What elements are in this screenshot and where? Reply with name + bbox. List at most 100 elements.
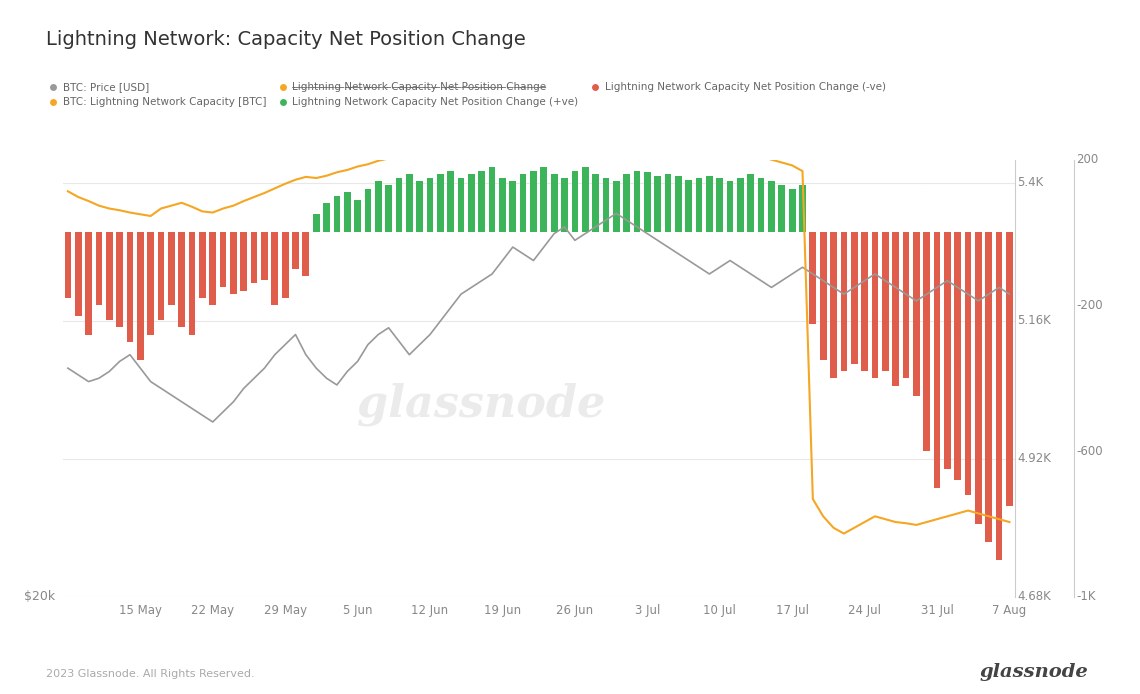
Bar bbox=[469, 174, 474, 232]
Bar bbox=[789, 189, 796, 232]
Bar bbox=[975, 232, 982, 524]
Bar bbox=[882, 232, 888, 371]
Bar bbox=[323, 203, 329, 232]
Bar bbox=[355, 200, 361, 232]
Bar bbox=[220, 232, 227, 287]
Bar bbox=[861, 232, 868, 371]
Bar bbox=[768, 182, 775, 232]
Bar bbox=[809, 232, 816, 323]
Bar bbox=[540, 167, 547, 232]
Bar bbox=[75, 232, 82, 316]
Bar bbox=[634, 171, 641, 232]
Bar bbox=[923, 232, 930, 451]
Bar bbox=[581, 167, 588, 232]
Bar bbox=[437, 174, 443, 232]
Legend: BTC: Price [USD], BTC: Lightning Network Capacity [BTC], L̶i̶g̶h̶t̶n̶i̶n̶g̶ ̶N̶e: BTC: Price [USD], BTC: Lightning Network… bbox=[46, 78, 889, 112]
Bar bbox=[799, 185, 806, 232]
Bar bbox=[200, 232, 205, 298]
Bar bbox=[302, 232, 309, 276]
Bar bbox=[385, 185, 392, 232]
Bar bbox=[271, 232, 278, 305]
Bar bbox=[551, 174, 557, 232]
Text: 5.4K: 5.4K bbox=[1018, 176, 1044, 189]
Bar bbox=[261, 232, 268, 280]
Text: -200: -200 bbox=[1076, 299, 1104, 312]
Bar bbox=[903, 232, 910, 378]
Bar bbox=[893, 232, 899, 386]
Bar bbox=[157, 232, 164, 320]
Bar bbox=[758, 178, 765, 232]
Bar bbox=[603, 178, 609, 232]
Bar bbox=[748, 174, 755, 232]
Text: -600: -600 bbox=[1076, 445, 1104, 457]
Bar bbox=[695, 178, 702, 232]
Bar bbox=[251, 232, 258, 284]
Bar bbox=[96, 232, 103, 305]
Bar bbox=[426, 178, 433, 232]
Bar bbox=[954, 232, 961, 480]
Bar bbox=[447, 171, 454, 232]
Bar bbox=[654, 176, 661, 232]
Bar bbox=[282, 232, 288, 298]
Bar bbox=[944, 232, 951, 469]
Bar bbox=[571, 171, 578, 232]
Bar bbox=[127, 232, 133, 342]
Bar bbox=[934, 232, 940, 487]
Bar bbox=[189, 232, 195, 335]
Text: Lightning Network: Capacity Net Position Change: Lightning Network: Capacity Net Position… bbox=[46, 30, 526, 49]
Bar bbox=[985, 232, 992, 542]
Bar bbox=[334, 196, 340, 232]
Bar bbox=[613, 182, 620, 232]
Bar bbox=[416, 182, 423, 232]
Bar bbox=[840, 232, 847, 371]
Text: $20k: $20k bbox=[24, 591, 55, 603]
Bar bbox=[644, 172, 651, 232]
Bar bbox=[872, 232, 878, 378]
Bar bbox=[406, 174, 413, 232]
Bar bbox=[168, 232, 174, 305]
Bar bbox=[489, 167, 496, 232]
Bar bbox=[375, 182, 382, 232]
Bar bbox=[499, 178, 506, 232]
Bar bbox=[396, 178, 402, 232]
Text: -1K: -1K bbox=[1076, 591, 1096, 603]
Bar bbox=[995, 232, 1002, 561]
Bar bbox=[665, 174, 671, 232]
Bar bbox=[292, 232, 299, 269]
Text: 4.92K: 4.92K bbox=[1018, 452, 1051, 465]
Bar bbox=[178, 232, 185, 328]
Bar bbox=[1007, 232, 1012, 506]
Bar bbox=[706, 176, 712, 232]
Bar bbox=[65, 232, 71, 298]
Text: glassnode: glassnode bbox=[980, 663, 1089, 681]
Bar bbox=[479, 171, 486, 232]
Bar bbox=[365, 189, 372, 232]
Text: 200: 200 bbox=[1076, 153, 1099, 166]
Bar bbox=[210, 232, 217, 305]
Bar bbox=[116, 232, 123, 328]
Bar bbox=[520, 174, 527, 232]
Bar bbox=[592, 174, 598, 232]
Bar bbox=[241, 232, 247, 291]
Bar bbox=[86, 232, 92, 335]
Bar bbox=[685, 180, 692, 232]
Bar bbox=[675, 176, 682, 232]
Bar bbox=[530, 171, 537, 232]
Bar bbox=[850, 232, 857, 364]
Bar bbox=[779, 185, 785, 232]
Bar bbox=[137, 232, 144, 360]
Bar bbox=[561, 178, 568, 232]
Bar bbox=[106, 232, 113, 320]
Bar bbox=[147, 232, 154, 335]
Text: 4.68K: 4.68K bbox=[1018, 591, 1051, 603]
Bar bbox=[716, 178, 723, 232]
Bar bbox=[726, 182, 733, 232]
Bar bbox=[624, 174, 630, 232]
Bar bbox=[964, 232, 971, 495]
Bar bbox=[738, 178, 743, 232]
Bar bbox=[820, 232, 826, 360]
Text: 5.16K: 5.16K bbox=[1018, 314, 1051, 327]
Bar bbox=[312, 214, 319, 232]
Bar bbox=[510, 182, 516, 232]
Bar bbox=[913, 232, 920, 396]
